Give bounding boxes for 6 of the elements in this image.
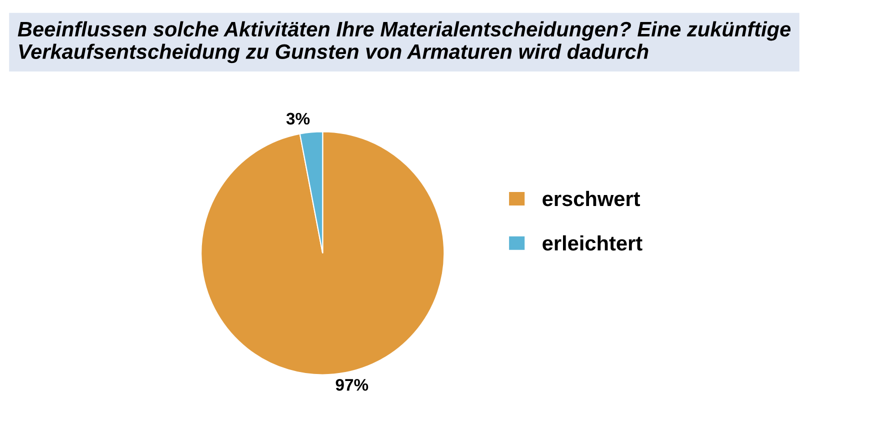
legend-label: erschwert [542,190,640,206]
pie-slice [200,131,445,376]
legend-label: erleichtert [542,235,642,251]
data-label: 3% [286,112,310,125]
data-label: 97% [336,378,368,391]
chart-title: Beeinflussen solche Aktivitäten Ihre Materialentscheidungen? Eine zukünftige Verkaufsentscheidung zu Gunsten von Armaturen wird dadurch [18,21,791,64]
